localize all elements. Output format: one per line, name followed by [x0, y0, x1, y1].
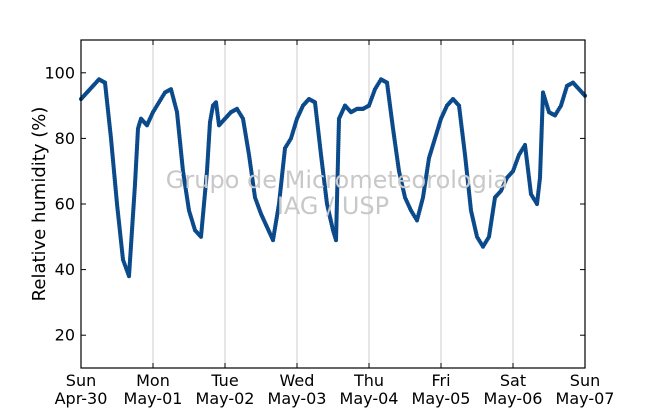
axis-ticks: [80, 40, 586, 368]
x-tick-day: Wed: [280, 371, 315, 390]
data-points: [78, 77, 588, 279]
x-tick-day: Thu: [353, 371, 384, 390]
watermark: Grupo de Micrometeorologia IAG / USP: [166, 166, 508, 220]
x-tick-date: Apr-30: [55, 389, 108, 408]
y-axis-label: Relative humidity (%): [29, 107, 50, 302]
x-tick-day: Mon: [136, 371, 170, 390]
x-tick-date: May-04: [340, 389, 399, 408]
watermark-line-2: IAG / USP: [277, 192, 389, 220]
y-tick-label: 100: [44, 63, 75, 82]
x-tick-day: Tue: [210, 371, 238, 390]
x-tick-date: May-05: [412, 389, 471, 408]
x-tick-date: May-03: [268, 389, 327, 408]
y-tick-label: 40: [55, 260, 75, 279]
x-tick-date: May-07: [556, 389, 615, 408]
x-tick-date: May-01: [124, 389, 183, 408]
x-tick-date: May-02: [196, 389, 255, 408]
y-tick-label: 60: [55, 195, 75, 214]
y-tick-label: 20: [55, 326, 75, 345]
watermark-line-1: Grupo de Micrometeorologia: [166, 166, 508, 194]
x-tick-day: Sat: [500, 371, 526, 390]
grid-lines: [152, 40, 514, 368]
x-tick-labels: SunApr-30MonMay-01TueMay-02WedMay-03ThuM…: [55, 371, 615, 408]
x-tick-day: Fri: [431, 371, 450, 390]
y-tick-label: 80: [55, 129, 75, 148]
x-tick-date: May-06: [484, 389, 543, 408]
x-tick-day: Sun: [570, 371, 600, 390]
x-tick-day: Sun: [66, 371, 96, 390]
y-tick-labels: 20 40 60 80 100: [44, 63, 75, 344]
